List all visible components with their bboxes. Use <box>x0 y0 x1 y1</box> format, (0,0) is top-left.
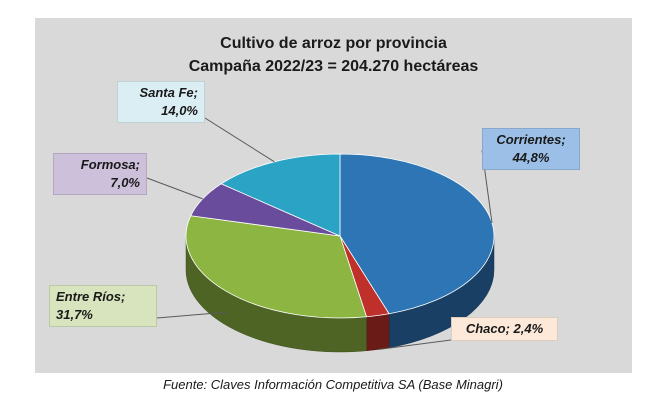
pie-slice-entre-r-os <box>185 215 368 319</box>
pie-slice-santa-fe <box>220 153 341 237</box>
label-corrientes: Corrientes; 44,8% <box>482 128 580 170</box>
leader-line-chaco <box>377 339 452 350</box>
label-formosa: Formosa; 7,0% <box>53 153 147 195</box>
label-corrientes-value: 44,8% <box>512 150 550 165</box>
chart-title: Cultivo de arroz por provincia Campaña 2… <box>35 32 632 78</box>
label-corrientes-name: Corrientes; <box>496 132 566 147</box>
chart-title-line: Cultivo de arroz por provincia <box>220 35 447 52</box>
label-entre-rios: Entre Ríos; 31,7% <box>49 285 157 327</box>
chart-subtitle-line: Campaña 2022/23 = 204.270 hectáreas <box>188 58 479 75</box>
label-santa-fe-value: 14,0% <box>161 103 198 118</box>
label-chaco-text: Chaco; 2,4% <box>465 321 544 336</box>
label-formosa-name: Formosa; <box>80 157 140 172</box>
source-note: Fuente: Claves Información Competitiva S… <box>163 377 503 392</box>
label-formosa-value: 7,0% <box>110 175 140 190</box>
label-santa-fe-name: Santa Fe; <box>139 85 198 100</box>
leader-line-santa-fe <box>204 117 275 163</box>
label-entre-rios-name: Entre Ríos; <box>56 289 126 304</box>
pie-slice-corrientes <box>339 153 495 315</box>
leader-line-entre-rios <box>156 311 228 319</box>
pie-side-chaco <box>366 313 390 352</box>
leader-line-formosa <box>146 177 203 200</box>
label-entre-rios-value: 31,7% <box>56 307 93 322</box>
label-santa-fe: Santa Fe; 14,0% <box>117 81 205 123</box>
label-chaco: Chaco; 2,4% <box>451 317 558 341</box>
